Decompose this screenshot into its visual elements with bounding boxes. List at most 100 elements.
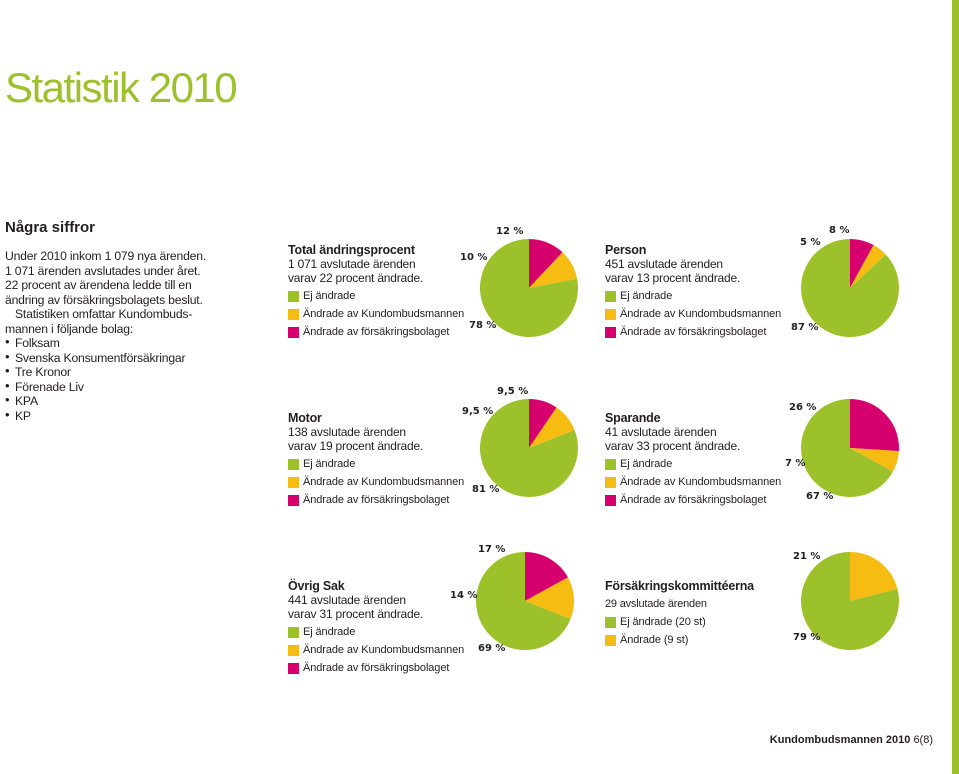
pie-slice-ombudsman	[850, 448, 899, 472]
total-line1: 1 071 avslutade ärenden	[288, 257, 416, 271]
pie-slice-insurer	[525, 552, 568, 601]
motor-legend: Ej ändrade Ändrade av Kundombudsmannen Ä…	[288, 459, 464, 513]
pie-label: 5 %	[800, 237, 821, 248]
company-list: Folksam Svenska Konsumentförsäkringar Tr…	[5, 335, 235, 424]
company-item: Folksam	[5, 335, 235, 351]
legend-swatch-magenta	[288, 495, 299, 506]
legend-label: Ändrade av försäkringsbolaget	[620, 494, 767, 506]
sparande-block: Sparande 41 avslutade ärenden varav 33 p…	[605, 411, 740, 453]
legend-item-unchanged: Ej ändrade	[605, 459, 781, 477]
pie-label: 21 %	[793, 551, 821, 562]
pie-slice-ombudsman	[529, 407, 575, 448]
total-block: Total ändringsprocent 1 071 avslutade är…	[288, 243, 423, 285]
total-legend: Ej ändrade Ändrade av Kundombudsmannen Ä…	[288, 291, 464, 345]
legend-swatch-green	[605, 459, 616, 470]
intro-line: mannen i följande bolag:	[5, 321, 134, 336]
pie-slice-unchanged	[476, 552, 571, 650]
pie-label: 9,5 %	[462, 406, 494, 417]
motor-line2: varav 19 procent ändrade.	[288, 439, 424, 453]
pie-chart-motor	[480, 399, 579, 497]
motor-heading: Motor	[288, 411, 322, 425]
pie-slice-insurer	[529, 399, 557, 448]
right-accent-bar	[952, 0, 959, 774]
legend-swatch-green	[288, 459, 299, 470]
pie-chart-person	[800, 239, 899, 337]
intro-line: Statistiken omfattar Kundombuds-	[15, 307, 193, 321]
total-heading: Total ändringsprocent	[288, 243, 415, 257]
legend-swatch-yellow	[288, 477, 299, 488]
legend-label: Ändrade av försäkringsbolaget	[303, 494, 450, 506]
legend-swatch-magenta	[605, 327, 616, 338]
ovrig-line1: 441 avslutade ärenden	[288, 593, 406, 607]
company-item: KP	[5, 408, 235, 424]
kommitte-legend: Ej ändrade (20 st) Ändrade (9 st)	[605, 617, 706, 653]
legend-swatch-green	[288, 291, 299, 302]
legend-label: Ej ändrade	[303, 458, 356, 470]
footer-publication: Kundombudsmannen 2010	[769, 734, 911, 746]
pie-slice-insurer	[850, 239, 874, 288]
legend-swatch-yellow	[605, 635, 616, 646]
pie-label: 17 %	[478, 544, 506, 555]
legend-swatch-yellow	[605, 309, 616, 320]
pie-label: 12 %	[496, 226, 524, 237]
pie-label: 14 %	[450, 590, 478, 601]
person-block: Person 451 avslutade ärenden varav 13 pr…	[605, 243, 740, 285]
legend-item-insurer: Ändrade av försäkringsbolaget	[288, 327, 464, 345]
legend-swatch-yellow	[605, 477, 616, 488]
pie-chart-total	[479, 239, 578, 337]
legend-swatch-green	[605, 617, 616, 628]
legend-label: Ej ändrade	[303, 290, 356, 302]
legend-item-unchanged: Ej ändrade	[605, 291, 781, 309]
person-line1: 451 avslutade ärenden	[605, 257, 723, 271]
legend-label: Ej ändrade	[620, 458, 673, 470]
legend-item-unchanged: Ej ändrade (20 st)	[605, 617, 706, 635]
intro-line: 22 procent av ärendena ledde till en	[5, 278, 192, 292]
legend-item-ombudsman: Ändrade av Kundombudsmannen	[288, 477, 464, 495]
legend-item-changed: Ändrade (9 st)	[605, 635, 706, 653]
kommitte-block: Försäkringskommittéerna 29 avslutade äre…	[605, 579, 754, 611]
pie-slice-unchanged	[479, 239, 578, 337]
legend-item-unchanged: Ej ändrade	[288, 291, 464, 309]
legend-item-unchanged: Ej ändrade	[288, 459, 464, 477]
legend-swatch-yellow	[288, 645, 299, 656]
page-title: Statistik 2010	[5, 64, 238, 111]
footer-page-number: 6(8)	[913, 734, 933, 746]
legend-item-ombudsman: Ändrade av Kundombudsmannen	[288, 309, 464, 327]
pie-slice-ombudsman	[525, 577, 575, 620]
motor-block: Motor 138 avslutade ärenden varav 19 pro…	[288, 411, 423, 453]
company-item: KPA	[5, 393, 235, 409]
legend-label: Ändrade av Kundombudsmannen	[620, 476, 782, 488]
pie-label: 10 %	[460, 252, 488, 263]
legend-label: Ändrade av Kundombudsmannen	[303, 308, 465, 320]
legend-swatch-yellow	[288, 309, 299, 320]
pie-chart-kommitte	[801, 552, 900, 650]
legend-item-unchanged: Ej ändrade	[288, 627, 464, 645]
intro-line: 1 071 ärenden avslutades under året.	[5, 263, 201, 278]
legend-label: Ändrade av Kundombudsmannen	[303, 476, 465, 488]
legend-swatch-magenta	[605, 495, 616, 506]
pie-slice-ombudsman	[529, 252, 578, 288]
legend-swatch-green	[288, 627, 299, 638]
motor-line1: 138 avslutade ärenden	[288, 425, 406, 439]
pie-label: 7 %	[785, 458, 806, 469]
pie-label: 9,5 %	[497, 386, 529, 397]
sparande-legend: Ej ändrade Ändrade av Kundombudsmannen Ä…	[605, 459, 781, 513]
pie-slice-ombudsman	[850, 245, 886, 288]
legend-label: Ej ändrade	[620, 290, 673, 302]
intro-text: Under 2010 inkom 1 079 nya ärenden. 1 07…	[5, 249, 235, 423]
sparande-heading: Sparande	[605, 411, 661, 425]
kommitte-line1: 29 avslutade ärenden	[605, 598, 707, 610]
pie-chart-sparande	[801, 399, 899, 497]
legend-label: Ej ändrade (20 st)	[620, 616, 706, 628]
total-line2: varav 22 procent ändrade.	[288, 271, 424, 285]
pie-label: 78 %	[469, 320, 497, 331]
person-heading: Person	[605, 243, 647, 257]
legend-item-ombudsman: Ändrade av Kundombudsmannen	[605, 477, 781, 495]
ovrig-heading: Övrig Sak	[288, 579, 345, 593]
legend-item-insurer: Ändrade av försäkringsbolaget	[605, 495, 781, 513]
pie-label: 8 %	[829, 225, 850, 236]
pie-slice-ombudsman	[850, 552, 898, 601]
intro-heading: Några siffror	[5, 219, 96, 236]
legend-item-ombudsman: Ändrade av Kundombudsmannen	[605, 309, 781, 327]
pie-label: 79 %	[793, 632, 821, 643]
